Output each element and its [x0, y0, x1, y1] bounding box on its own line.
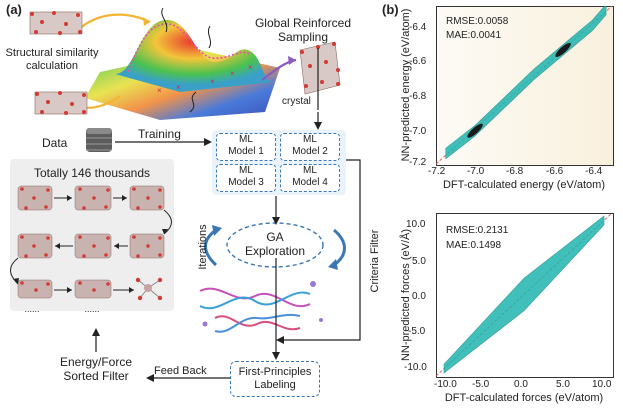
sampling-label-1: Global Reinforced — [254, 16, 352, 30]
totally-label: Totally 146 thousands — [33, 166, 151, 180]
forces-xtick: -5.0 — [472, 379, 490, 390]
energy-ytick: -7.2 — [409, 157, 427, 168]
landscape-peak — [115, 19, 272, 93]
energy-xlabel: DFT-calculated energy (eV/atom) — [442, 179, 605, 191]
panel-b-label: (b) — [382, 2, 399, 17]
similarity-label-2: calculation — [26, 60, 78, 72]
forces-scatter-band — [443, 215, 605, 374]
energy-dense-cluster — [555, 42, 571, 57]
dots-1: ...... — [24, 304, 40, 314]
crystal-structure-top-left — [29, 11, 83, 35]
ml-model-2: ML Model 2 — [280, 133, 340, 161]
ml-model-1: ML Model 1 — [216, 133, 276, 161]
energy-xtick: -7.0 — [467, 166, 485, 177]
ga-cycle — [204, 222, 346, 270]
svg-text:×: × — [157, 86, 162, 95]
dna-illustration — [199, 281, 323, 333]
data-label: Data — [42, 136, 68, 150]
forces-xtick: 0.0 — [514, 379, 528, 390]
energy-xtick: -6.8 — [506, 166, 524, 177]
svg-text:×: × — [230, 69, 235, 78]
forces-ytick: -10.0 — [404, 362, 427, 373]
forces-ytick: 0.0 — [412, 291, 426, 302]
energy-ytick: -6.6 — [409, 56, 427, 67]
training-label: Training — [138, 127, 181, 141]
ga-line-1: GA — [266, 230, 284, 244]
squiggle-arrow — [189, 91, 197, 113]
sorted-line-2: Sorted Filter — [63, 369, 129, 383]
energy-dense-cluster — [467, 123, 483, 138]
forces-xtick: 10.0 — [592, 379, 612, 390]
similarity-label-1: Structural similarity — [5, 47, 99, 59]
energy-xtick: -6.6 — [546, 166, 564, 177]
svg-text:×: × — [210, 77, 215, 86]
sampling-path — [127, 23, 251, 73]
forces-xtick: -10.0 — [434, 379, 457, 390]
dots-2: ...... — [84, 304, 100, 314]
forces-ytick: 5.0 — [412, 256, 426, 267]
svg-text:×: × — [176, 83, 181, 92]
forces-xtick: 5.0 — [556, 379, 570, 390]
forces-ytick: 10.0 — [406, 219, 426, 230]
energy-ytick: -7.0 — [409, 126, 427, 137]
energy-ytick: -6.4 — [409, 22, 427, 33]
energy-ytick: -6.8 — [409, 91, 427, 102]
energy-landscape-illustration: × × × × × — [29, 7, 341, 120]
forces-mae: MAE:0.1498 — [446, 240, 502, 251]
flow-arrows — [92, 48, 361, 382]
ml-model-3: ML Model 3 — [216, 164, 276, 192]
crystal-label: crystal — [282, 96, 311, 107]
feedback-label: Feed Back — [154, 365, 207, 377]
crystal-structure-right — [299, 41, 341, 95]
cluster-structure — [135, 277, 163, 301]
structure-thumbnails — [10, 185, 172, 301]
energy-ylabel: NN-predicted energy (eV/atom) — [400, 8, 412, 162]
ga-line-2: Exploration — [244, 244, 306, 258]
panel-a-label: (a) — [6, 2, 22, 17]
sampling-label-2: Sampling — [277, 30, 329, 44]
forces-ytick: -5.0 — [408, 326, 426, 337]
first-principles-box: First-Principles Labeling — [230, 361, 320, 397]
sorted-line-1: Energy/Force — [59, 355, 133, 369]
crystal-structure-bottom-left — [34, 91, 88, 115]
database-icon — [86, 128, 112, 152]
squiggle-arrow — [161, 7, 168, 33]
forces-plot-svg — [436, 213, 613, 377]
squiggle-arrow — [207, 25, 212, 49]
forces-rmse: RMSE:0.2131 — [446, 225, 509, 236]
energy-plot-svg — [436, 6, 613, 165]
forces-ylabel: NN-predicted forces (eV/Å) — [400, 228, 412, 362]
ml-model-4: ML Model 4 — [280, 164, 340, 192]
energy-rmse: RMSE:0.0058 — [446, 16, 509, 27]
energy-dark-points — [467, 42, 571, 138]
svg-text:×: × — [248, 63, 253, 72]
energy-mae: MAE:0.0041 — [446, 30, 502, 41]
energy-xtick: -7.2 — [428, 166, 446, 177]
fp-line-1: First-Principles — [238, 366, 312, 378]
energy-xtick: -6.4 — [585, 166, 603, 177]
fp-line-2: Labeling — [254, 379, 296, 391]
forces-xlabel: DFT-calculated forces (eV/atom) — [444, 392, 604, 404]
